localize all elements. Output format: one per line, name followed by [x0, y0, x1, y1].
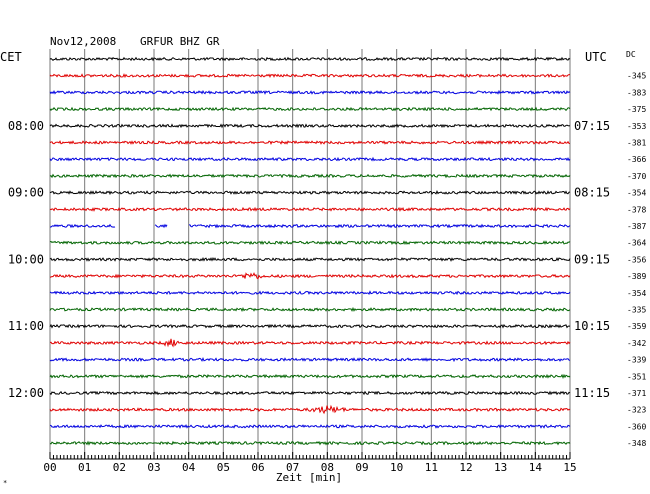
- x-tick-label: 14: [529, 461, 543, 474]
- x-tick-label: 00: [43, 461, 56, 474]
- dc-offset-label: -342: [627, 339, 646, 348]
- trace-row-8: [49, 190, 571, 196]
- dc-offset-label: -339: [627, 356, 646, 365]
- right-hour-label: 10:15: [574, 319, 610, 333]
- dc-offset-label: -323: [627, 406, 646, 415]
- x-axis-label: Zeit [min]: [276, 471, 342, 484]
- trace-row-15: [49, 306, 571, 313]
- trace-row-17: [49, 338, 571, 348]
- dc-offset-label: -371: [627, 389, 646, 398]
- dc-offset-label: -335: [627, 306, 646, 315]
- x-tick-label: 03: [147, 461, 160, 474]
- trace-row-3: [49, 106, 571, 112]
- left-hour-label: 08:00: [8, 119, 44, 133]
- trace-row-22: [49, 424, 571, 429]
- trace-row-20: [49, 390, 571, 396]
- x-tick-label: 04: [182, 461, 196, 474]
- x-tick-label: 09: [355, 461, 368, 474]
- dc-header: DC: [626, 50, 636, 59]
- trace-row-23: [49, 440, 571, 446]
- dc-offset-label: -354: [627, 289, 646, 298]
- right-hour-label: 09:15: [574, 252, 610, 266]
- left-timezone-label: CET: [0, 50, 22, 64]
- dc-offset-label: -370: [627, 172, 646, 181]
- trace-row-6: [49, 156, 571, 162]
- trace-row-7: [49, 173, 571, 179]
- x-tick-label: 01: [78, 461, 91, 474]
- x-tick-label: 10: [390, 461, 403, 474]
- right-hour-label: 08:15: [574, 186, 610, 200]
- dc-offset-label: -383: [627, 88, 646, 97]
- row-labels: 08:00 09:00 10:00 11:00 12:00 07:15 08:15 09:15…: [8, 72, 647, 448]
- trace-row-1: [49, 73, 571, 79]
- dc-offset-label: -354: [627, 189, 646, 198]
- trace-row-16: [49, 323, 571, 329]
- dc-offset-label: -351: [627, 372, 646, 381]
- right-timezone-label: UTC: [585, 50, 607, 64]
- dc-offset-label: -389: [627, 272, 646, 281]
- left-hour-label: 11:00: [8, 319, 44, 333]
- trace-row-0: [49, 56, 571, 62]
- x-tick-label: 11: [425, 461, 438, 474]
- dc-offset-label: -366: [627, 155, 646, 164]
- dc-offset-label: -378: [627, 205, 646, 214]
- x-tick-label: 07: [286, 461, 299, 474]
- trace-row-9: [49, 206, 571, 212]
- dc-offset-label: -359: [627, 322, 646, 331]
- left-hour-label: 10:00: [8, 252, 44, 266]
- x-tick-label: 15: [563, 461, 576, 474]
- left-hour-label: 09:00: [8, 186, 44, 200]
- x-tick-label: 12: [459, 461, 472, 474]
- dc-offset-label: -375: [627, 105, 646, 114]
- chart-date-title: Nov12,2008: [50, 35, 116, 48]
- dc-offset-label: -353: [627, 122, 646, 131]
- left-hour-label: 12:00: [8, 386, 44, 400]
- x-tick-label: 06: [251, 461, 264, 474]
- trace-row-11: [49, 240, 571, 246]
- minute-axis: 00 01 02 03 04 05 06 07 08 09 10 11 12 13 14 15: [43, 452, 577, 474]
- trace-row-4: [49, 123, 571, 129]
- station-label: GRFUR BHZ GR: [140, 35, 220, 48]
- x-tick-label: 02: [113, 461, 126, 474]
- trace-row-12: [49, 256, 571, 262]
- dc-offset-label: -345: [627, 72, 646, 81]
- dc-offset-label: -348: [627, 439, 646, 448]
- trace-row-14: [49, 290, 571, 296]
- trace-row-5: [49, 140, 571, 145]
- dc-offset-label: -364: [627, 239, 646, 248]
- dc-offset-label: -356: [627, 255, 646, 264]
- trace-row-2: [49, 89, 571, 95]
- trace-row-18: [49, 356, 571, 363]
- dc-offset-label: -387: [627, 222, 646, 231]
- trace-row-13: [49, 272, 571, 280]
- seismic-traces: [49, 56, 571, 446]
- x-tick-label: 05: [217, 461, 230, 474]
- dc-offset-label: -360: [627, 422, 646, 431]
- right-hour-label: 11:15: [574, 386, 610, 400]
- x-tick-label: 08: [321, 461, 334, 474]
- trace-row-21: [49, 404, 571, 415]
- x-tick-label: 13: [494, 461, 507, 474]
- corner-mark: *: [3, 479, 7, 487]
- right-hour-label: 07:15: [574, 119, 610, 133]
- dc-offset-label: -381: [627, 139, 646, 148]
- time-grid: [49, 49, 571, 459]
- trace-row-10: [49, 223, 571, 229]
- trace-row-19: [49, 373, 571, 379]
